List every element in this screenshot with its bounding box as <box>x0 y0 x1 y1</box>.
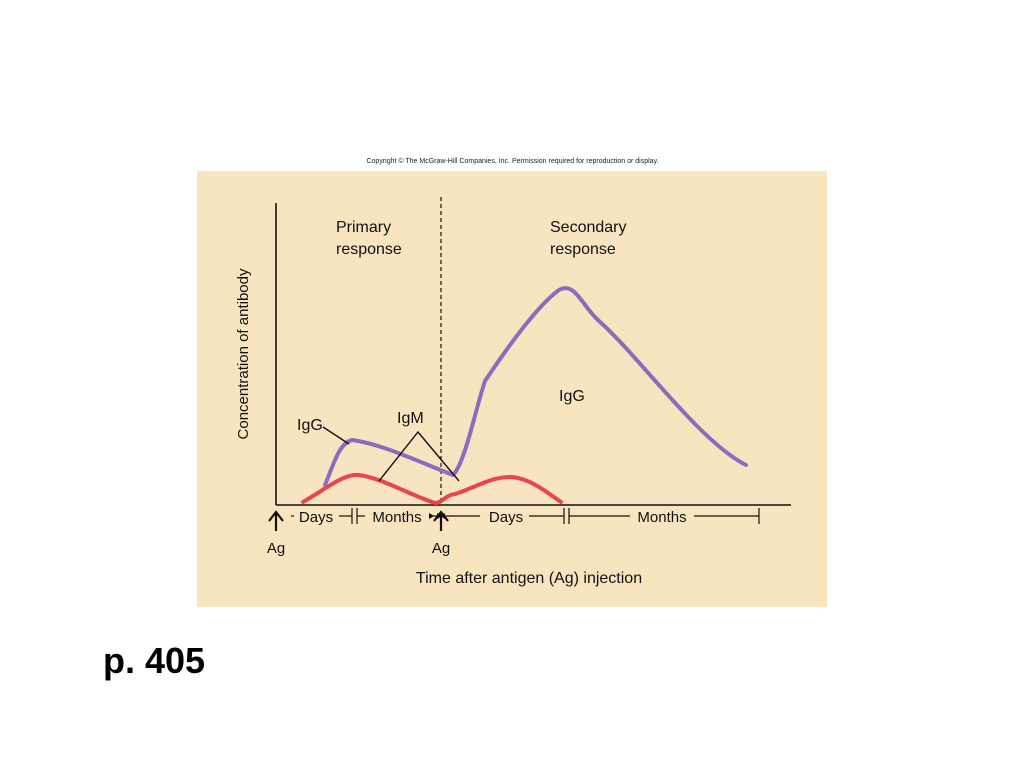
igg-curve <box>323 286 748 487</box>
igm-pointer-lines <box>378 430 460 482</box>
igg-label-primary: IgG <box>297 417 323 434</box>
antibody-response-figure: Concentration of antibody Primary respon… <box>197 171 827 607</box>
primary-response-label-line2: response <box>336 241 402 258</box>
figure-background <box>197 171 827 607</box>
interval-label-months-1: Months <box>372 509 421 526</box>
primary-response-label-line1: Primary <box>336 219 391 236</box>
page-number: p. 405 <box>103 640 206 681</box>
antigen-label-2: Ag <box>432 540 450 557</box>
interval-label-months-2: Months <box>637 509 686 526</box>
x-axis-label: Time after antigen (Ag) injection <box>416 570 642 587</box>
antigen-arrow-2 <box>433 510 449 531</box>
interval-label-days-1: Days <box>299 509 333 526</box>
igg-pointer <box>322 426 350 445</box>
copyright-notice: Copyright © The McGraw-Hill Companies, I… <box>366 158 659 165</box>
igg-label-secondary: IgG <box>559 388 585 405</box>
igm-curve <box>301 472 563 506</box>
secondary-response-label-line1: Secondary <box>550 219 627 236</box>
interval-label-days-2: Days <box>489 509 523 526</box>
secondary-response-label-line2: response <box>550 241 616 258</box>
time-interval-bar <box>291 508 760 524</box>
antigen-arrow-1 <box>268 510 284 531</box>
igm-label: IgM <box>397 410 424 427</box>
y-axis-label: Concentration of antibody <box>235 268 252 439</box>
antigen-label-1: Ag <box>267 540 285 557</box>
